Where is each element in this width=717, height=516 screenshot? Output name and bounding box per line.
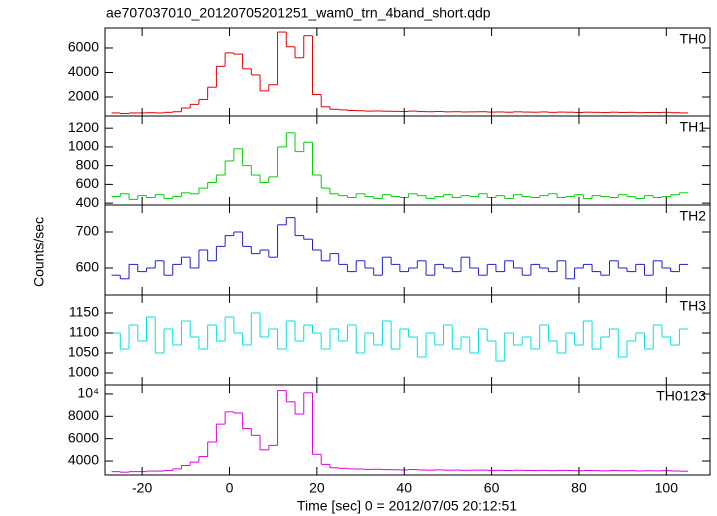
panel-frame: [104, 115, 711, 206]
x-axis-label: Time [sec] 0 = 2012/07/05 20:12:51: [297, 498, 517, 514]
y-tick-label: 700: [76, 223, 100, 239]
panel-label: TH2: [680, 208, 707, 224]
y-tick-label: 6000: [68, 429, 99, 445]
chart-title: ae707037010_20120705201251_wam0_trn_4ban…: [106, 5, 491, 21]
y-tick-label: 6000: [68, 39, 99, 55]
y-tick-label: 600: [76, 259, 100, 275]
y-tick-label: 400: [76, 194, 100, 210]
x-tick-label: 20: [309, 480, 325, 496]
y-tick-label: 1200: [68, 119, 99, 135]
y-axis-label: Counts/sec: [31, 217, 47, 287]
panel-frame: [104, 384, 711, 476]
y-tick-label: 600: [76, 175, 100, 191]
panel-label: TH1: [680, 119, 707, 135]
y-tick-label: 800: [76, 156, 100, 172]
panel-frame: [104, 294, 711, 386]
y-tick-label: 4000: [68, 63, 99, 79]
y-tick-label: 8000: [68, 407, 99, 423]
x-tick-label: 0: [226, 480, 234, 496]
x-tick-label: 40: [396, 480, 412, 496]
panel-label: TH3: [680, 298, 707, 314]
x-tick-label: 80: [571, 480, 587, 496]
panel-label: TH0: [680, 31, 707, 47]
y-tick-label: 1000: [68, 138, 99, 154]
x-tick-label: -20: [132, 480, 152, 496]
x-tick-label: 100: [655, 480, 679, 496]
y-tick-label: 1100: [69, 324, 99, 340]
y-tick-label: 2000: [68, 88, 99, 104]
y-tick-label: 1150: [69, 304, 99, 320]
panel-label: TH0123: [656, 388, 706, 404]
y-tick-label: 10⁴: [77, 385, 99, 401]
panel-frame: [104, 204, 711, 296]
panel-frame: [104, 27, 711, 117]
y-tick-label: 1050: [68, 344, 99, 360]
y-tick-label: 1000: [68, 364, 99, 380]
x-tick-label: 60: [484, 480, 500, 496]
y-tick-label: 4000: [68, 452, 99, 468]
